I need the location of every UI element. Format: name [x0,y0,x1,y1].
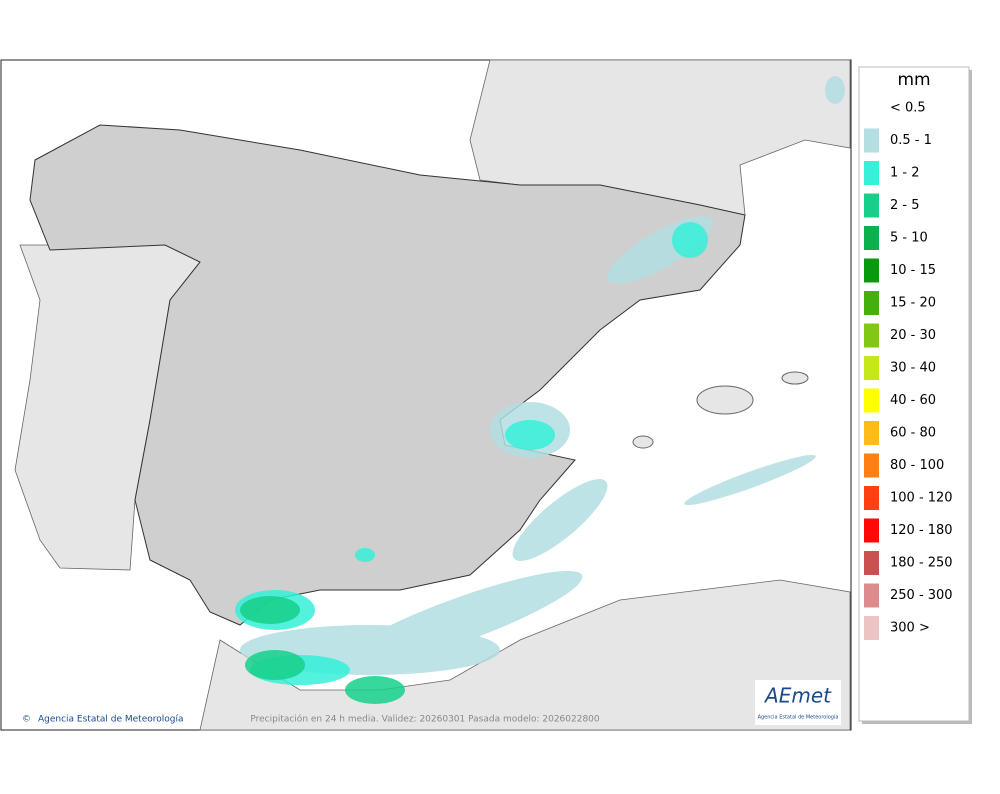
legend-label: 120 - 180 [890,523,953,538]
legend-label: 5 - 10 [890,231,928,246]
legend-swatch [864,258,879,283]
legend-title: mm [897,70,930,90]
legend-swatch [864,128,879,153]
legend-swatch [864,518,879,543]
logo-name: AEmet [763,684,832,708]
legend-label: 30 - 40 [890,361,936,376]
legend: mm < 0.5 0.5 - 1 1 - 2 2 - 5 5 - 10 10 - 15 15… [858,66,972,724]
legend-swatch [864,226,879,250]
legend-swatch [864,453,879,478]
legend-swatch [864,291,879,315]
credit-icon: © [22,715,31,725]
legend-label: 10 - 15 [890,263,936,278]
legend-label: 300 > [890,621,930,636]
legend-label: 20 - 30 [890,328,936,343]
legend-swatch [864,486,879,510]
spain [29,124,746,626]
caption: Precipitación en 24 h media. Validez: 20… [250,714,600,725]
credit: Agencia Estatal de Meteorología [38,715,184,725]
legend-swatch [864,616,879,640]
legend-swatch [864,583,879,608]
legend-swatch [864,161,879,185]
legend-label: 250 - 300 [890,588,953,603]
ibiza [632,435,654,449]
legend-label: 40 - 60 [890,393,936,408]
legend-label: 15 - 20 [890,296,936,311]
logo-box [755,680,841,725]
legend-label: 0.5 - 1 [890,133,932,148]
legend-label: < 0.5 [890,101,926,116]
legend-swatch [864,193,879,218]
legend-label: 2 - 5 [890,198,920,213]
legend-label: 80 - 100 [890,458,944,473]
mallorca [696,385,754,415]
legend-swatch [864,388,879,413]
legend-swatch [864,421,879,445]
precipitation-strong [240,596,405,704]
legend-swatch [864,356,879,380]
logo-subtitle: Agencia Estatal de Meteorología [758,714,839,721]
legend-label: 100 - 120 [890,491,953,506]
legend-swatch [864,323,879,348]
legend-label: 180 - 250 [890,556,953,571]
legend-swatch [864,551,879,575]
menorca [781,371,809,385]
legend-label: 60 - 80 [890,426,936,441]
legend-label: 1 - 2 [890,166,920,181]
map: © Agencia Estatal de Meteorología Precip… [0,59,852,731]
